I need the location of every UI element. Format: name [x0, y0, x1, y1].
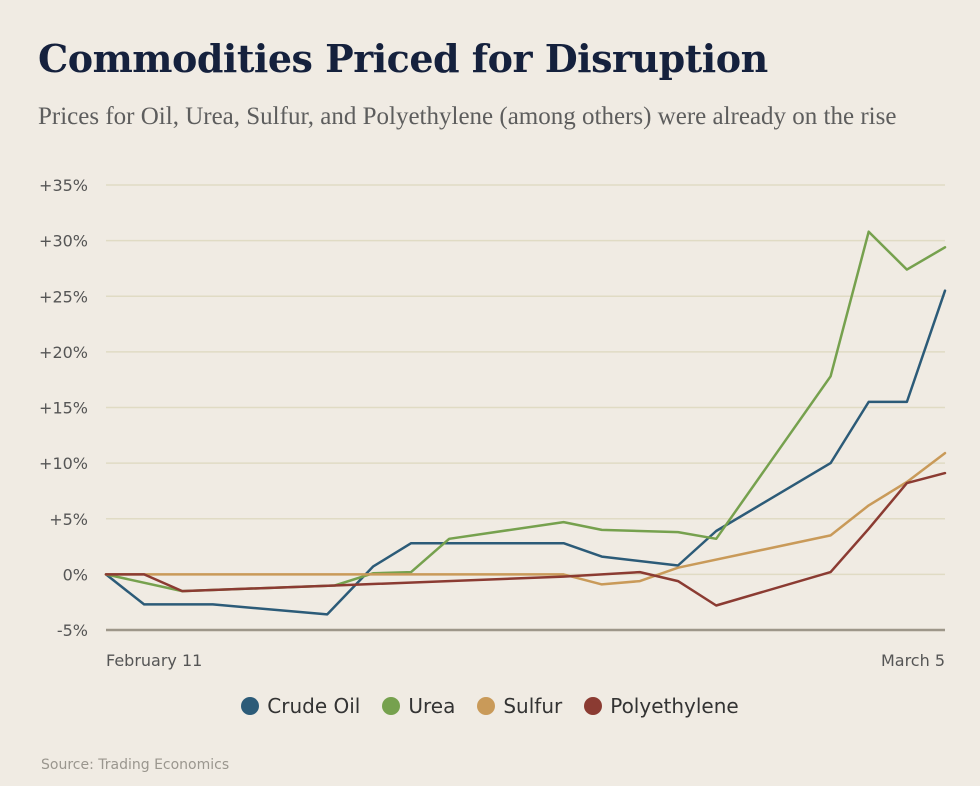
x-tick-label-end: March 5: [881, 651, 945, 670]
series-line-sulfur: [104, 451, 947, 586]
y-tick-label: 0%: [63, 565, 88, 584]
y-tick-label: +35%: [39, 176, 88, 195]
page-subtitle: Prices for Oil, Urea, Sulfur, and Polyet…: [38, 103, 897, 130]
legend-swatch: [477, 697, 496, 715]
y-tick-label: +20%: [39, 343, 88, 362]
y-tick-label: +10%: [39, 454, 88, 473]
series-line-crude-oil: [104, 289, 947, 616]
legend-item-sulfur: Sulfur: [477, 694, 562, 718]
legend-item-polyethylene: Polyethylene: [584, 694, 739, 718]
source-note: Source: Trading Economics: [41, 757, 230, 773]
y-tick-label: +5%: [49, 510, 88, 529]
legend-swatch: [382, 697, 401, 715]
chart-legend: Crude Oil Urea Sulfur Polyethylene: [0, 694, 980, 718]
legend-label: Urea: [408, 694, 456, 718]
legend-item-crude-oil: Crude Oil: [241, 694, 360, 718]
page-title: Commodities Priced for Disruption: [38, 36, 768, 81]
line-chart: +35% +30% +25% +20% +15% +10% +5% 0% -5% February…: [39, 176, 947, 670]
y-tick-label: +15%: [39, 399, 88, 418]
legend-label: Polyethylene: [610, 694, 739, 718]
x-tick-label-start: February 11: [106, 651, 202, 670]
legend-item-urea: Urea: [382, 694, 455, 718]
series-line-urea: [104, 230, 947, 593]
y-tick-label: -5%: [57, 621, 88, 640]
y-tick-label: +25%: [39, 287, 88, 306]
legend-label: Crude Oil: [267, 694, 361, 718]
legend-swatch: [584, 697, 603, 715]
series-line-polyethylene: [104, 471, 947, 607]
y-tick-label: +30%: [39, 232, 88, 251]
legend-swatch: [241, 697, 260, 715]
legend-label: Sulfur: [503, 694, 563, 718]
